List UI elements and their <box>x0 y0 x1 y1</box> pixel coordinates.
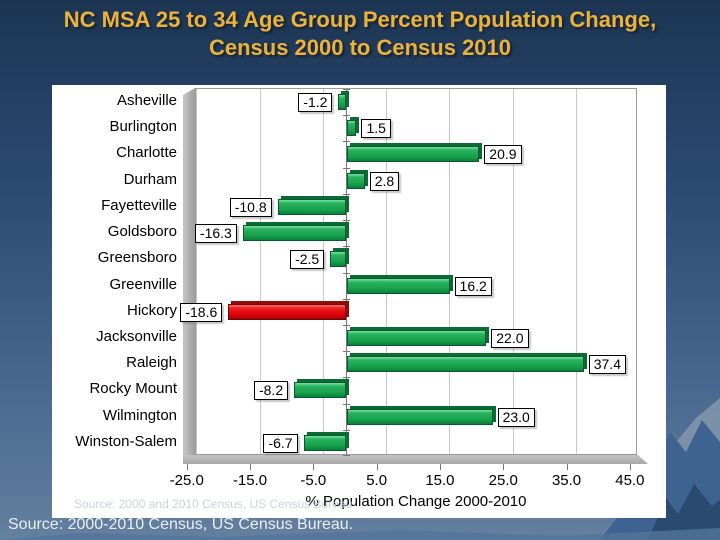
gridline <box>259 89 261 454</box>
bar-hickory <box>228 303 346 320</box>
x-axis-tick-label: -15.0 <box>232 472 268 489</box>
slide-title-line2: Census 2000 to Census 2010 <box>208 35 512 60</box>
bar-greensboro <box>330 251 346 268</box>
data-label: -10.8 <box>229 197 272 217</box>
category-label: Greensboro <box>97 249 177 267</box>
category-tick <box>343 377 350 379</box>
data-label: 20.9 <box>484 145 522 165</box>
chart-3d-wall <box>183 88 195 455</box>
category-label: Asheville <box>116 92 177 109</box>
bar-greenville <box>347 277 450 294</box>
data-label: -8.2 <box>253 381 289 401</box>
chart-panel: Asheville Burlington Charlotte Durham Fayett… <box>52 85 666 518</box>
data-label: 23.0 <box>497 407 535 427</box>
bar-burlington <box>347 120 357 137</box>
category-tick <box>343 272 350 274</box>
gridline <box>512 89 514 454</box>
category-label: Burlington <box>109 118 177 136</box>
bar-fayetteville <box>277 198 346 215</box>
category-tick <box>343 351 350 353</box>
x-axis-tick <box>186 464 188 470</box>
category-label: Goldsboro <box>107 223 177 241</box>
x-axis-tick <box>629 464 631 470</box>
gridline-layer <box>196 89 636 454</box>
x-axis-tick <box>503 464 505 470</box>
category-label: Jacksonville <box>96 327 177 345</box>
bar-asheville <box>338 94 346 110</box>
slide-title-line1: NC MSA 25 to 34 Age Group Percent Popula… <box>63 7 657 32</box>
category-tick <box>343 141 350 143</box>
x-axis-tick-label: 45.0 <box>615 472 645 489</box>
x-axis-tick-label: 15.0 <box>425 472 455 489</box>
slide-title: NC MSA 25 to 34 Age Group Percent Popula… <box>0 6 720 62</box>
bar-winston-salem <box>303 434 346 451</box>
category-tick <box>343 429 350 431</box>
category-tick <box>343 193 350 195</box>
gridline <box>196 89 198 454</box>
category-label: Charlotte <box>116 144 177 162</box>
data-label: 2.8 <box>369 171 400 191</box>
x-axis-tick-label: -25.0 <box>169 472 204 489</box>
category-tick <box>343 298 350 300</box>
category-label: Raleigh <box>126 354 177 372</box>
data-label: 22.0 <box>491 328 529 348</box>
category-tick <box>343 455 350 456</box>
data-label: 1.5 <box>361 119 391 139</box>
bar-raleigh <box>347 356 584 373</box>
mountain-foothills <box>0 528 720 540</box>
category-tick <box>343 324 350 326</box>
bars-layer: -1.2 1.5 20.9 2.8 -10.8 -16.3 -2.5 16.2 -18.6 22.… <box>180 89 636 456</box>
category-label: Winston-Salem <box>75 432 177 450</box>
x-axis-tick <box>250 464 252 470</box>
x-axis-tick-label: 25.0 <box>488 472 518 489</box>
category-tick <box>343 115 350 117</box>
x-axis-tick-label: -5.0 <box>300 472 327 489</box>
x-axis-tick-label: 35.0 <box>551 472 582 489</box>
category-label: Durham <box>123 170 177 188</box>
bar-wilmington <box>347 408 493 425</box>
data-label: -6.7 <box>263 433 298 453</box>
category-label: Greenville <box>109 275 177 293</box>
data-label: -18.6 <box>180 302 223 322</box>
source-footer: Source: 2000-2010 Census, US Census Bure… <box>8 516 354 533</box>
plot-area: -1.2 1.5 20.9 2.8 -10.8 -16.3 -2.5 16.2 -18.6 22.… <box>180 88 637 456</box>
category-label: Rocky Mount <box>89 380 177 398</box>
category-tick <box>343 403 350 405</box>
data-label: -1.2 <box>298 93 333 112</box>
category-label: Hickory <box>126 301 177 319</box>
x-axis-tick <box>313 464 315 470</box>
x-axis-title: % Population Change 2000-2010 <box>305 493 527 510</box>
mountain-front <box>648 484 720 540</box>
data-label: 16.2 <box>454 276 492 296</box>
category-tick <box>343 246 350 248</box>
bar-rocky-mount <box>294 382 346 399</box>
chart-3d-floor <box>183 455 648 464</box>
category-axis-line <box>346 89 347 454</box>
category-tick <box>343 89 350 90</box>
bar-goldsboro <box>242 225 346 242</box>
category-axis-labels: Asheville Burlington Charlotte Durham Fayett… <box>52 88 177 455</box>
category-label: Fayetteville <box>101 196 177 214</box>
gridline <box>386 89 388 454</box>
gridline <box>449 89 451 454</box>
category-tick <box>343 220 350 222</box>
x-axis-tick <box>439 464 441 470</box>
chart-source-watermark: Source: 2000 and 2010 Census, US Census … <box>74 497 353 511</box>
category-label: Wilmington <box>102 406 177 424</box>
data-label: -16.3 <box>194 224 237 244</box>
x-axis-tick <box>566 464 568 470</box>
x-axis-tick <box>376 464 378 470</box>
bar-durham <box>347 172 365 189</box>
data-label: -2.5 <box>290 250 325 270</box>
gridline <box>322 89 324 454</box>
category-tick <box>343 167 350 169</box>
gridline <box>576 89 578 454</box>
x-axis-tick-label: 5.0 <box>366 472 388 489</box>
bar-charlotte <box>347 146 480 163</box>
data-label: 37.4 <box>588 355 626 375</box>
bar-jacksonville <box>347 329 487 346</box>
